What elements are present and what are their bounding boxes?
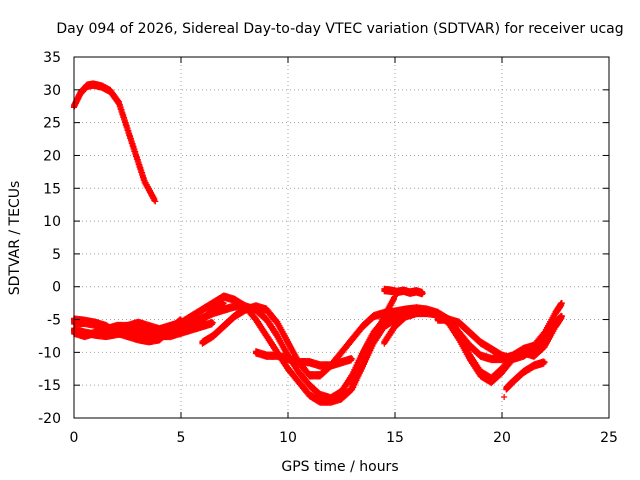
chart-title: Day 094 of 2026, Sidereal Day-to-day VTE… [56, 21, 623, 37]
data-point [210, 319, 217, 326]
series-arc-high [71, 80, 159, 205]
data-point [151, 197, 158, 204]
data-point [390, 296, 397, 303]
data-point [152, 198, 159, 205]
data-points [71, 80, 565, 406]
data-point [220, 300, 227, 307]
series-arc-5 [103, 318, 217, 341]
